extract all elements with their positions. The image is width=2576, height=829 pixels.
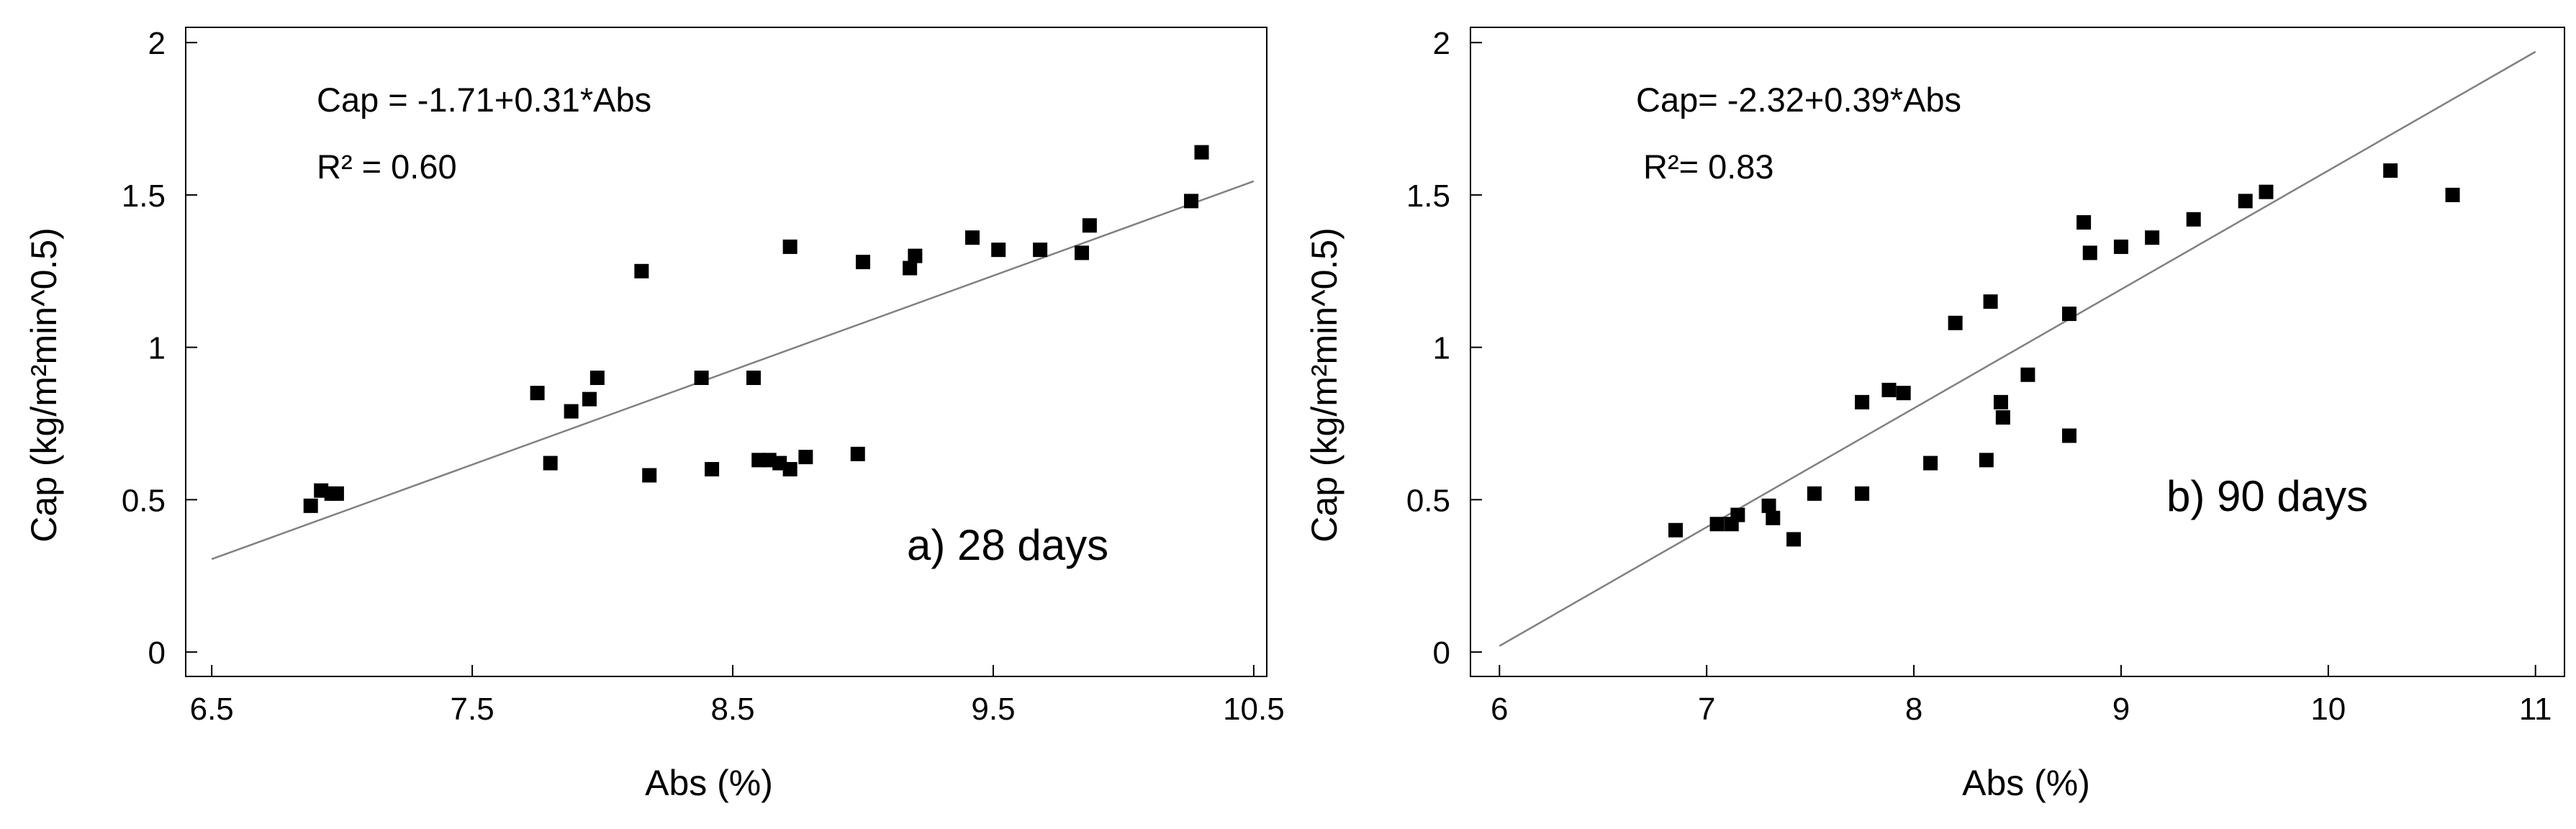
data-point (903, 261, 918, 276)
data-point (1033, 243, 1048, 258)
data-point (1075, 245, 1090, 261)
data-point (1993, 394, 2008, 409)
data-point (329, 486, 344, 501)
data-point (1979, 453, 1994, 468)
data-point (1194, 145, 1209, 160)
data-point (2259, 184, 2274, 199)
data-point (1983, 294, 1998, 309)
panel-label: b) 90 days (2166, 472, 2368, 520)
y-tick-label: 2 (1433, 26, 1450, 61)
y-tick-label: 0.5 (1406, 483, 1450, 518)
data-point (582, 391, 597, 407)
data-point (2076, 215, 2092, 230)
x-tick-label: 8.5 (710, 692, 754, 727)
y-tick-label: 2 (148, 26, 166, 61)
data-point (1709, 517, 1725, 532)
data-point (705, 462, 720, 477)
data-point (798, 450, 813, 465)
chart-panel-90-days: Cap= -2.32+0.39*Abs R²= 0.83 b) 90 days … (1304, 26, 2565, 803)
r-squared-label: R²= 0.83 (1643, 148, 1774, 186)
data-point (1668, 522, 1683, 538)
data-point (1896, 386, 1911, 401)
data-point (1761, 498, 1776, 513)
x-tick-label: 7.5 (451, 692, 494, 727)
y-tick-label: 1.5 (1406, 178, 1450, 214)
y-axis-label: Cap (kg/m²min^0.5) (1304, 227, 1345, 542)
data-point (782, 462, 797, 477)
x-tick-label: 10 (2310, 692, 2346, 727)
x-tick-label: 9 (2112, 692, 2130, 727)
y-tick-label: 0 (1433, 635, 1450, 671)
data-point (2238, 194, 2253, 209)
y-tick-label: 1.5 (122, 178, 166, 214)
data-point (746, 370, 761, 385)
data-point (2383, 163, 2398, 178)
regression-line (211, 180, 1255, 561)
data-point (2020, 367, 2035, 382)
data-point (2061, 428, 2076, 443)
x-axis-label: Abs (%) (1962, 763, 2090, 803)
data-point (782, 239, 797, 254)
regression-equation: Cap= -2.32+0.39*Abs (1636, 81, 1961, 119)
data-point (965, 230, 980, 245)
x-axis-label: Abs (%) (645, 763, 773, 803)
data-point (991, 243, 1006, 258)
panel-label: a) 28 days (907, 521, 1108, 569)
x-tick-label: 7 (1698, 692, 1715, 727)
data-point (1807, 486, 1822, 501)
plot-frame (1470, 27, 2565, 677)
data-point (1995, 410, 2010, 425)
chart-panel-28-days: Cap = -1.71+0.31*Abs R² = 0.60 a) 28 day… (24, 26, 1285, 803)
data-point (642, 468, 657, 483)
data-point (2061, 307, 2076, 322)
y-tick-label: 0 (148, 635, 166, 671)
data-point (2186, 212, 2201, 227)
plot-frame (185, 27, 1267, 677)
data-point (694, 370, 709, 385)
x-tick-label: 6 (1491, 692, 1508, 727)
data-point (303, 498, 318, 513)
data-point (1730, 507, 1745, 522)
data-point (2445, 187, 2460, 202)
data-point (2113, 239, 2128, 254)
data-point (1881, 382, 1897, 397)
regression-equation: Cap = -1.71+0.31*Abs (317, 81, 651, 119)
data-point (589, 370, 605, 385)
x-tick-label: 9.5 (971, 692, 1015, 727)
x-tick-label: 11 (2519, 692, 2552, 727)
data-point (2082, 245, 2097, 261)
data-point (1184, 194, 1199, 209)
data-point (543, 456, 558, 471)
regression-line (1499, 50, 2536, 647)
x-tick-label: 8 (1905, 692, 1922, 727)
y-tick-label: 0.5 (122, 483, 166, 518)
x-tick-label: 10.5 (1223, 692, 1285, 727)
data-point (634, 263, 649, 278)
data-point (1923, 456, 1938, 471)
data-point (2145, 230, 2160, 245)
data-point (1948, 315, 1963, 330)
data-point (1786, 532, 1802, 547)
y-tick-label: 1 (148, 331, 166, 366)
data-point (1766, 510, 1781, 525)
data-point (850, 446, 865, 461)
data-point (908, 248, 923, 263)
data-point (856, 255, 871, 270)
data-point (564, 404, 579, 419)
data-point (1855, 394, 1870, 409)
y-tick-label: 1 (1433, 331, 1450, 366)
data-point (1082, 218, 1097, 233)
r-squared-label: R² = 0.60 (317, 148, 457, 186)
y-axis-label: Cap (kg/m²min^0.5) (24, 227, 64, 542)
data-point (530, 386, 545, 401)
x-tick-label: 6.5 (190, 692, 234, 727)
data-point (1855, 486, 1870, 501)
